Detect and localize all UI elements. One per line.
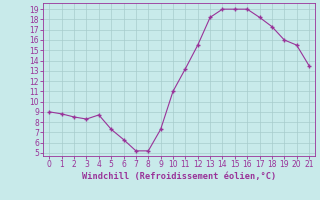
X-axis label: Windchill (Refroidissement éolien,°C): Windchill (Refroidissement éolien,°C)	[82, 172, 276, 181]
